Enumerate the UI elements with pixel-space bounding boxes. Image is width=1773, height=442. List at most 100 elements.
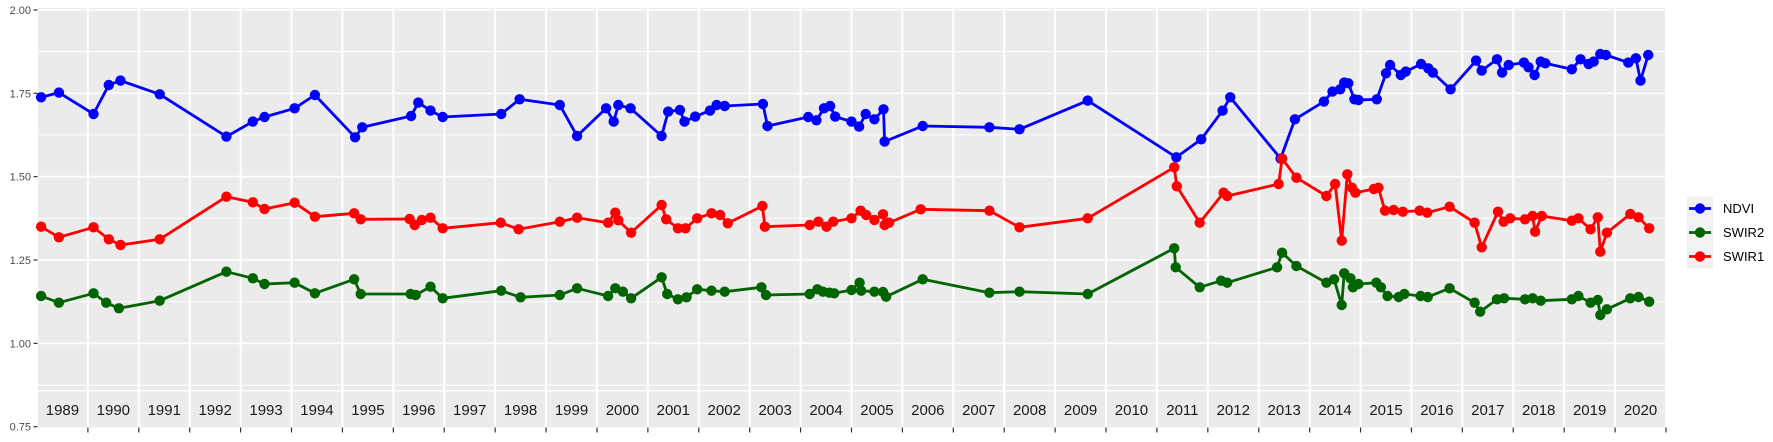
- data-point: [513, 224, 524, 235]
- data-point: [416, 214, 427, 226]
- facet-strip-label: 1998: [504, 402, 537, 419]
- y-axis-label: 1.25: [10, 255, 31, 267]
- data-point: [88, 222, 99, 233]
- facet-strip-1995: [343, 391, 393, 428]
- data-point: [714, 209, 726, 221]
- panel-year-2018: [1514, 8, 1564, 390]
- data-point: [1566, 64, 1578, 75]
- data-point: [1575, 54, 1586, 65]
- data-point: [861, 209, 872, 221]
- data-point: [247, 116, 258, 127]
- data-point: [1171, 152, 1182, 163]
- data-point: [681, 292, 692, 303]
- data-point: [1397, 206, 1409, 217]
- data-point: [869, 214, 880, 226]
- data-point: [869, 286, 880, 297]
- data-point: [706, 208, 717, 219]
- facet-strip-label: 1996: [402, 402, 435, 419]
- data-point: [355, 214, 366, 225]
- facet-strip-1991: [139, 391, 189, 428]
- data-point: [413, 97, 424, 108]
- facet-strip-label: 2015: [1369, 402, 1402, 419]
- data-point: [1014, 124, 1025, 135]
- data-point: [1469, 297, 1480, 308]
- facet-strip-2003: [750, 391, 800, 428]
- data-point: [247, 273, 258, 284]
- data-point: [879, 136, 890, 147]
- data-point: [600, 103, 612, 114]
- facet-strip-1994: [292, 391, 342, 428]
- panel-year-2004: [801, 8, 851, 390]
- facet-strip-label: 2004: [809, 402, 842, 419]
- y-axis-label: 1.50: [10, 172, 31, 184]
- data-point: [1271, 262, 1283, 273]
- panel-year-2012: [1208, 8, 1258, 390]
- data-point: [1342, 169, 1353, 180]
- panel-year-2008: [1005, 8, 1055, 390]
- facet-strip-2002: [699, 391, 749, 428]
- facet-strip-2018: [1514, 391, 1564, 428]
- data-point: [824, 100, 836, 112]
- facet-strip-2013: [1259, 391, 1309, 428]
- data-point: [1475, 306, 1486, 317]
- data-point: [602, 290, 614, 302]
- panel-year-2010: [1107, 8, 1156, 390]
- facet-strip-label: 2000: [606, 402, 639, 419]
- data-point: [1573, 290, 1584, 302]
- data-point: [1529, 69, 1540, 81]
- data-point: [1353, 278, 1364, 290]
- facet-strip-2010: [1107, 391, 1156, 428]
- data-point: [348, 274, 360, 285]
- data-point: [1444, 201, 1455, 212]
- data-point: [602, 217, 614, 228]
- data-point: [625, 103, 636, 114]
- data-point: [259, 203, 270, 215]
- data-point: [1588, 56, 1599, 67]
- facet-strip-2005: [852, 391, 902, 428]
- legend-label: SWIR1: [1723, 249, 1764, 264]
- facet-strip-label: 2016: [1420, 402, 1453, 419]
- data-point: [656, 272, 667, 283]
- data-point: [869, 114, 880, 125]
- legend-label: NDVI: [1723, 201, 1754, 216]
- data-point: [289, 277, 300, 288]
- data-point: [1375, 282, 1387, 293]
- data-point: [437, 293, 448, 304]
- facet-strip-1992: [190, 391, 240, 428]
- data-point: [1276, 153, 1288, 164]
- data-point: [860, 108, 871, 120]
- facet-strip-1989: [38, 391, 87, 428]
- panel-year-2009: [1056, 8, 1106, 390]
- data-point: [756, 282, 767, 293]
- facet-strip-label: 2003: [758, 402, 791, 419]
- data-point: [1328, 274, 1340, 285]
- data-point: [1014, 286, 1025, 297]
- data-point: [1625, 293, 1636, 304]
- data-point: [1625, 208, 1636, 220]
- data-point: [1503, 59, 1514, 71]
- data-point: [515, 292, 526, 303]
- data-point: [35, 92, 47, 103]
- data-point: [514, 94, 525, 105]
- facet-strip-label: 2006: [911, 402, 944, 419]
- data-point: [1336, 235, 1347, 246]
- data-point: [1505, 213, 1516, 224]
- data-point: [1630, 53, 1642, 64]
- y-axis-label: 0.75: [10, 422, 31, 434]
- data-point: [496, 285, 507, 296]
- data-point: [1527, 293, 1538, 304]
- facet-strip-2007: [954, 391, 1004, 428]
- data-point: [1644, 223, 1655, 234]
- panel-year-2005: [852, 8, 902, 390]
- facet-strip-label: 1989: [46, 402, 79, 419]
- data-point: [495, 217, 506, 228]
- data-point: [1592, 294, 1604, 306]
- facet-strip-label: 2019: [1573, 402, 1606, 419]
- data-point: [1523, 62, 1534, 73]
- data-point: [247, 197, 258, 208]
- data-point: [759, 221, 771, 232]
- data-point: [289, 197, 300, 208]
- data-point: [856, 285, 867, 296]
- data-point: [706, 285, 717, 296]
- data-point: [1469, 217, 1480, 228]
